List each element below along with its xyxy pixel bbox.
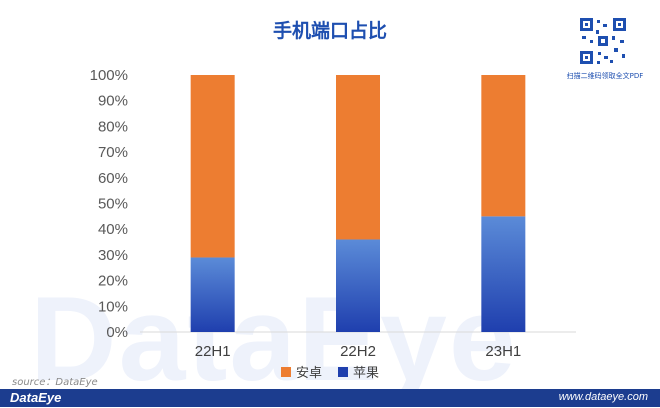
y-tick-label: 10% [98,298,128,315]
legend-label-apple: 苹果 [353,366,380,381]
y-tick-label: 30% [98,247,128,264]
legend: 安卓 苹果 [0,362,660,381]
x-tick-label: 22H1 [195,343,231,360]
y-tick-label: 100% [90,67,128,84]
stacked-bar-chart: 0% 10% 20% 30% 40% 50% 60% 70% 80% 90% 100% 22H1 22… [90,67,576,360]
footer-url[interactable]: www.dataeye.com [558,391,648,403]
x-tick-label: 22H2 [340,343,376,360]
bar-apple-22H1 [190,257,235,332]
legend-label-android: 安卓 [295,366,322,381]
y-tick-label: 90% [98,93,128,110]
footer-logo: DataEye [10,390,62,405]
bar-apple-23H1 [481,216,526,332]
legend-item-apple: 苹果 [338,362,379,381]
y-tick-label: 0% [106,324,128,341]
y-tick-label: 80% [98,118,128,135]
legend-item-android: 安卓 [280,362,322,381]
legend-swatch-apple [338,366,348,377]
watermark: DataEye [30,272,518,406]
x-tick-label: 23H1 [485,343,521,360]
source-note: source：DataEye [12,377,98,388]
bar-apple-22H2 [336,239,380,332]
bar-android-22H1 [190,75,235,258]
bar-android-22H2 [336,75,380,240]
y-tick-label: 60% [98,170,128,187]
y-tick-label: 50% [98,196,128,213]
legend-swatch-android [280,366,291,377]
bar-android-23H1 [481,75,526,217]
qr-caption: 扫描二维码领取全文PDF [566,72,644,80]
y-tick-label: 40% [98,221,128,238]
y-tick-label: 70% [98,144,128,161]
qr-code-icon[interactable] [578,16,628,66]
y-tick-label: 20% [98,273,128,290]
chart-title: 手机端口占比 [272,20,387,42]
footer-bar: DataEye www.dataeye.com [0,389,660,407]
